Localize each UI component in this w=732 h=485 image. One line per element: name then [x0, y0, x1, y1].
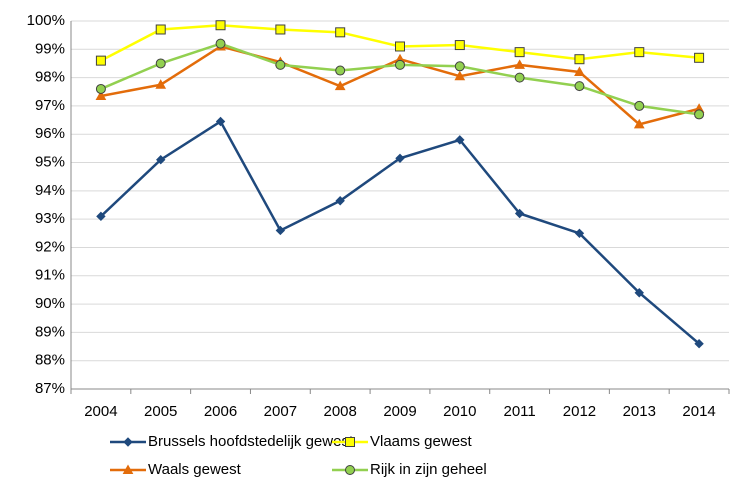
- data-point: [96, 211, 106, 222]
- data-point: [454, 40, 465, 51]
- data-point: [395, 59, 405, 70]
- data-point: [155, 58, 166, 69]
- y-tick-label: 90%: [35, 295, 65, 312]
- y-tick-label: 95%: [35, 154, 65, 171]
- x-tick-label: 2007: [264, 403, 297, 420]
- y-tick-label: 89%: [35, 323, 65, 340]
- x-tick-label: 2006: [204, 403, 237, 420]
- y-tick-label: 96%: [35, 125, 65, 142]
- legend-label: Rijk in zijn geheel: [370, 461, 487, 478]
- legend-label: Brussels hoofdstedelijk gewest: [148, 433, 354, 450]
- y-tick-label: 97%: [35, 97, 65, 114]
- data-point: [335, 196, 345, 206]
- data-point: [574, 228, 585, 239]
- data-point: [634, 100, 645, 111]
- legend-marker: [122, 464, 134, 474]
- x-tick-label: 2010: [443, 403, 476, 420]
- data-point: [215, 20, 226, 31]
- data-point: [95, 83, 106, 94]
- data-point: [514, 208, 525, 219]
- data-point: [156, 155, 166, 165]
- data-point: [574, 54, 585, 65]
- y-tick-label: 87%: [35, 380, 65, 397]
- data-point: [215, 116, 226, 127]
- data-point: [574, 66, 585, 76]
- y-tick-label: 98%: [35, 69, 65, 86]
- data-point: [574, 81, 585, 92]
- y-tick-label: 88%: [35, 352, 65, 369]
- data-point: [514, 47, 525, 58]
- data-point: [335, 65, 346, 76]
- data-point: [514, 59, 525, 69]
- data-point: [155, 79, 167, 89]
- y-tick-label: 100%: [27, 12, 65, 29]
- y-tick-label: 94%: [35, 182, 65, 199]
- x-tick-label: 2013: [623, 403, 656, 420]
- data-point: [335, 27, 346, 38]
- y-tick-label: 91%: [35, 267, 65, 284]
- data-point: [215, 38, 226, 49]
- data-point: [454, 70, 466, 81]
- y-tick-label: 92%: [35, 238, 65, 255]
- legend-label: Vlaams gewest: [370, 433, 473, 450]
- data-point: [334, 80, 346, 91]
- data-point: [634, 288, 644, 298]
- x-tick-label: 2012: [563, 403, 596, 420]
- data-point: [395, 41, 405, 52]
- x-tick-label: 2005: [144, 403, 177, 420]
- x-tick-label: 2014: [682, 403, 715, 420]
- data-point: [155, 24, 166, 35]
- data-point: [454, 61, 465, 72]
- legend-marker: [345, 465, 355, 475]
- data-point: [275, 225, 286, 236]
- data-point: [275, 24, 286, 35]
- data-point: [633, 118, 645, 129]
- y-tick-label: 93%: [35, 210, 65, 227]
- legend-marker: [123, 437, 133, 447]
- x-tick-label: 2004: [84, 403, 117, 420]
- data-point: [634, 47, 645, 58]
- x-tick-label: 2011: [504, 403, 536, 420]
- legend-label: Waals gewest: [148, 461, 242, 478]
- x-tick-label: 2008: [323, 403, 356, 420]
- data-point: [95, 55, 106, 66]
- y-tick-label: 99%: [35, 40, 65, 57]
- data-point: [694, 339, 704, 349]
- data-point: [694, 52, 705, 63]
- x-tick-label: 2009: [383, 403, 416, 420]
- data-point: [275, 59, 286, 70]
- data-point: [455, 135, 465, 145]
- legend-marker: [345, 437, 355, 447]
- data-point: [395, 153, 405, 163]
- data-point: [514, 72, 525, 83]
- data-point: [95, 90, 107, 101]
- data-point: [694, 109, 705, 120]
